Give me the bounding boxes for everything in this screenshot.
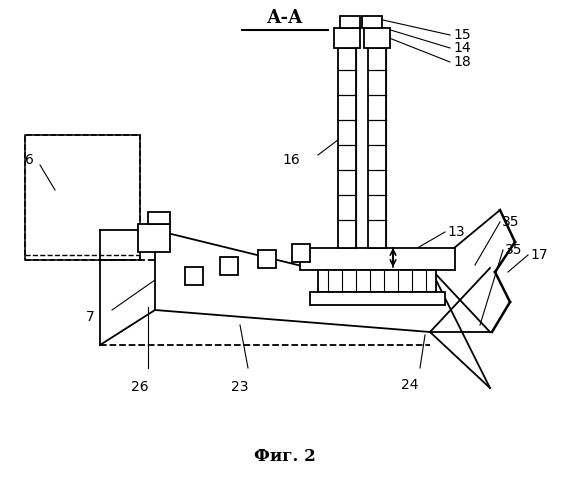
Bar xyxy=(340,16,360,28)
Text: 15: 15 xyxy=(453,28,471,42)
Bar xyxy=(310,292,445,305)
Bar xyxy=(25,135,140,260)
Bar xyxy=(368,48,386,248)
Bar xyxy=(362,16,382,28)
Bar xyxy=(318,270,436,292)
Text: Фиг. 2: Фиг. 2 xyxy=(254,448,316,465)
Bar xyxy=(148,212,170,224)
Text: 17: 17 xyxy=(530,248,548,262)
Bar xyxy=(138,224,170,252)
Bar xyxy=(258,250,276,268)
Text: 16: 16 xyxy=(282,153,300,167)
Bar xyxy=(334,28,360,48)
Text: 23: 23 xyxy=(231,380,249,394)
Text: 7: 7 xyxy=(86,310,95,324)
Bar xyxy=(364,28,390,48)
Bar xyxy=(292,244,310,262)
Bar xyxy=(25,135,140,260)
Text: 35: 35 xyxy=(505,243,523,257)
Text: 14: 14 xyxy=(453,41,471,55)
Bar xyxy=(300,248,455,270)
Text: 6: 6 xyxy=(25,153,34,167)
Text: 18: 18 xyxy=(453,55,471,69)
Text: 35: 35 xyxy=(502,215,519,229)
Bar xyxy=(220,257,238,275)
Text: 26: 26 xyxy=(131,380,149,394)
Bar xyxy=(185,267,203,285)
Text: 24: 24 xyxy=(401,378,419,392)
Bar xyxy=(338,48,356,248)
Text: 13: 13 xyxy=(447,225,465,239)
Text: А-А: А-А xyxy=(267,9,303,27)
